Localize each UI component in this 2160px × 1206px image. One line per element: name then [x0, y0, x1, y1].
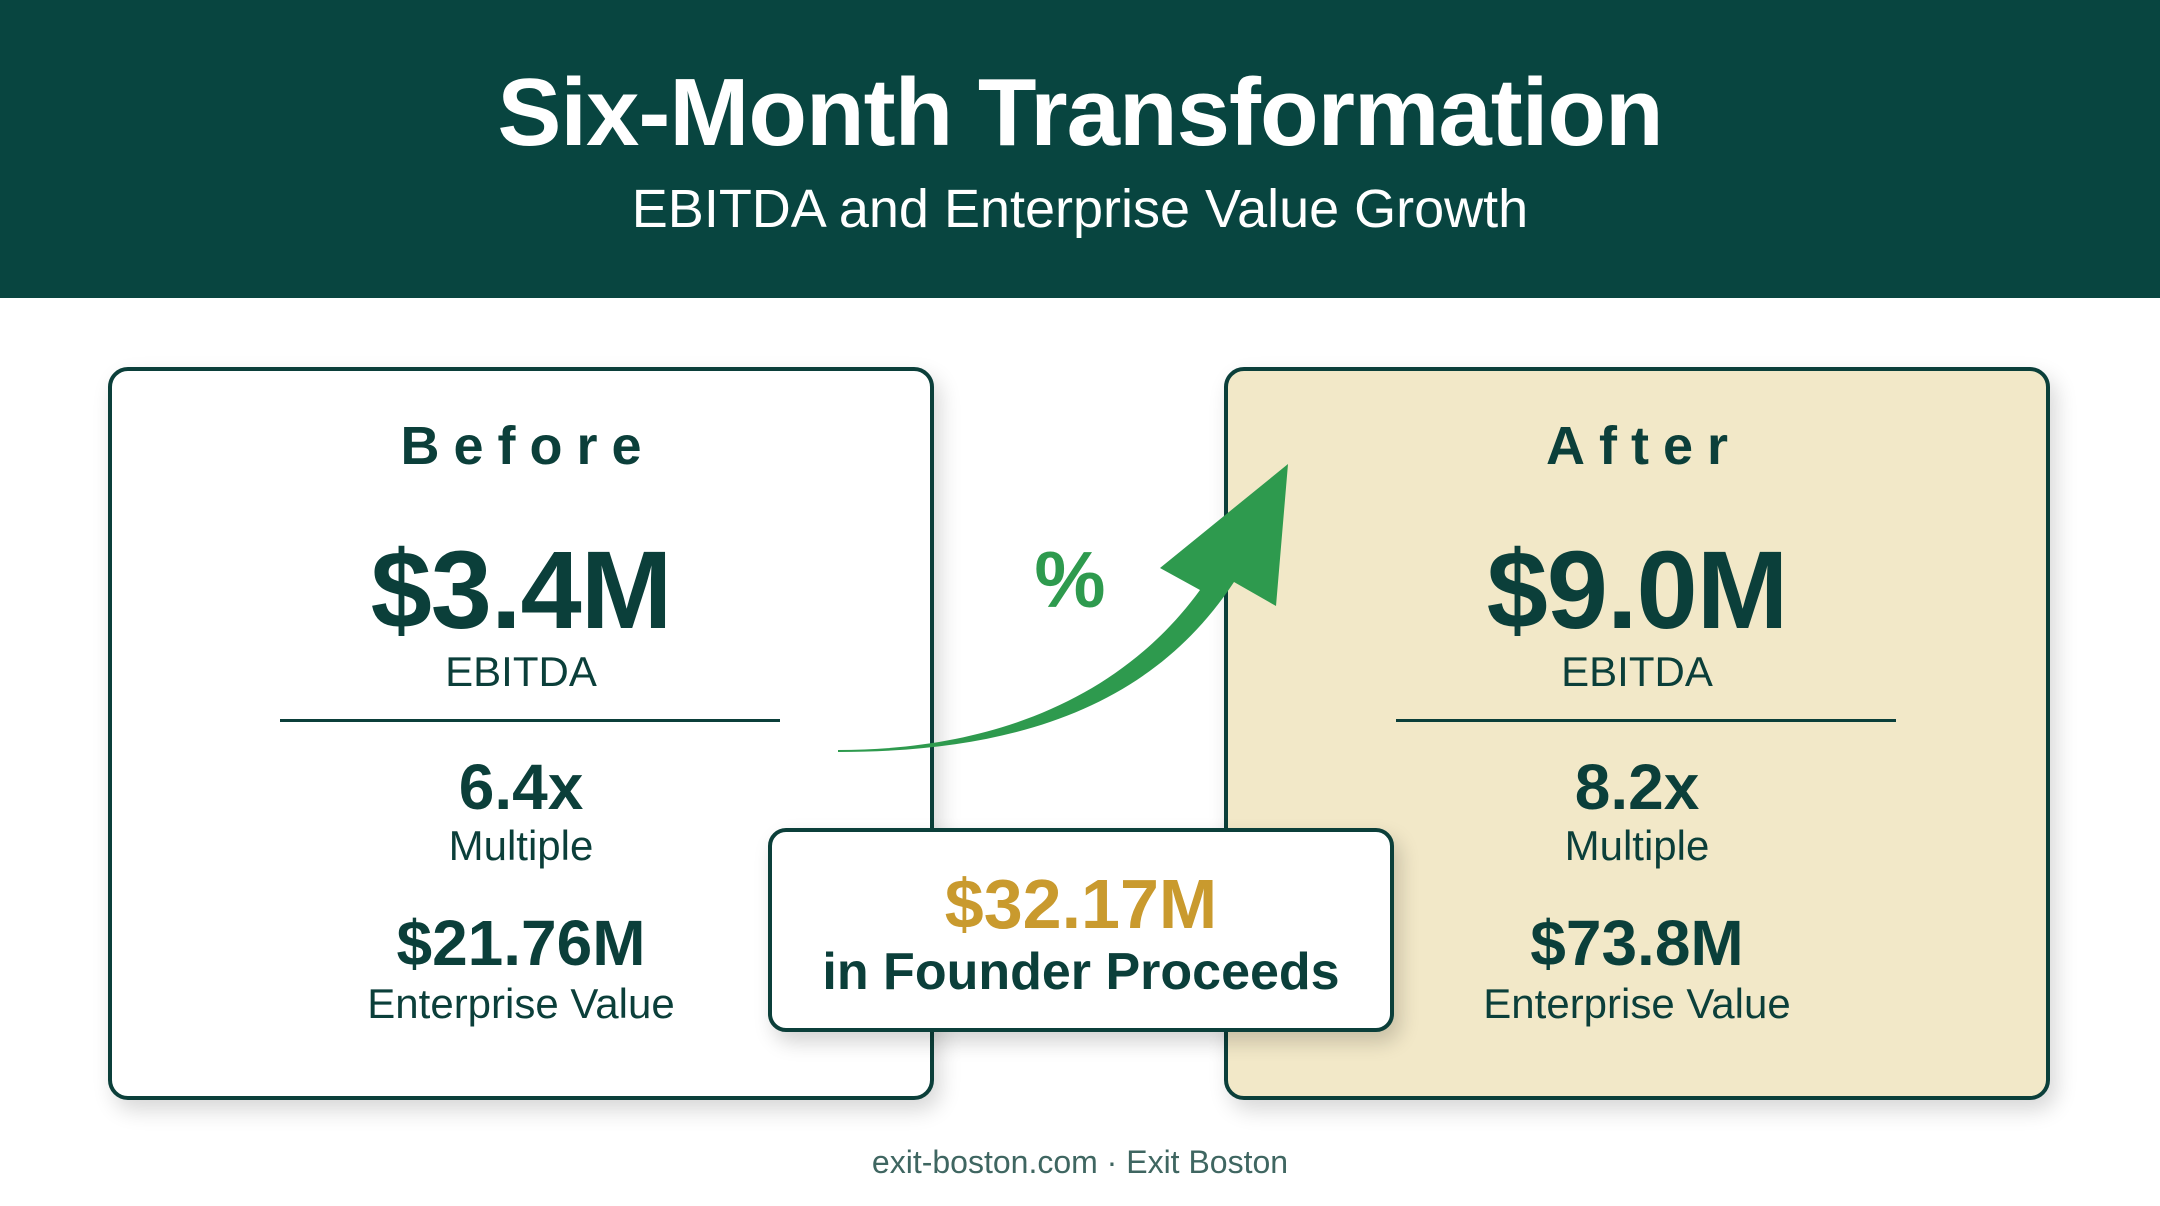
arrow-body: [838, 464, 1288, 752]
page-subtitle: EBITDA and Enterprise Value Growth: [631, 179, 1529, 239]
after-ev-label: Enterprise Value: [1483, 980, 1791, 1027]
after-ebitda-value: $9.0M: [1486, 529, 1789, 652]
curved-up-arrow-icon: [838, 464, 1288, 752]
growth-percent-symbol: %: [1034, 535, 1106, 624]
proceeds-label: in Founder Proceeds: [822, 943, 1340, 1001]
before-ev-label: Enterprise Value: [367, 980, 675, 1027]
before-card: Before $3.4M EBITDA 6.4x Multiple $21.76…: [108, 367, 934, 1100]
after-label: After: [1545, 416, 1742, 476]
footer-credit: exit-boston.com · Exit Boston: [871, 1144, 1289, 1180]
header-banner: Six-Month Transformation EBITDA and Ente…: [0, 0, 2160, 298]
proceeds-value: $32.17M: [944, 865, 1218, 943]
after-ebitda-label: EBITDA: [1561, 648, 1713, 695]
after-multiple-label: Multiple: [1564, 822, 1710, 869]
before-label: Before: [400, 416, 656, 476]
before-ebitda-label: EBITDA: [445, 648, 597, 695]
before-multiple-label: Multiple: [448, 822, 594, 869]
after-divider: [1396, 719, 1896, 722]
after-ev-value: $73.8M: [1530, 907, 1744, 979]
before-ebitda-value: $3.4M: [370, 529, 673, 652]
founder-proceeds-callout: $32.17M in Founder Proceeds: [768, 828, 1394, 1032]
before-divider: [280, 719, 780, 722]
before-multiple-value: 6.4x: [458, 751, 584, 823]
before-ev-value: $21.76M: [396, 907, 646, 979]
after-multiple-value: 8.2x: [1574, 751, 1700, 823]
page-title: Six-Month Transformation: [497, 59, 1663, 166]
